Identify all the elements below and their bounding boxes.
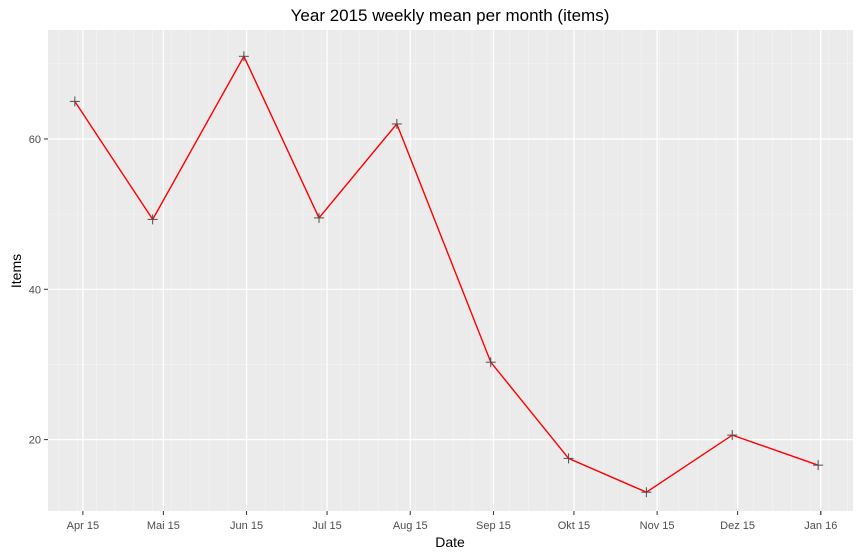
x-tick-label: Apr 15 [67, 520, 99, 532]
data-point [147, 214, 158, 225]
x-tick-label: Nov 15 [640, 520, 675, 532]
data-point [314, 212, 325, 223]
x-tick-label: Jun 15 [230, 520, 263, 532]
x-tick-label: Mai 15 [147, 520, 180, 532]
series-line [74, 54, 819, 493]
x-tick-label: Sep 15 [476, 520, 511, 532]
y-tick-label: 40 [29, 284, 41, 296]
grid-lines [48, 30, 853, 511]
data-point [813, 460, 824, 471]
x-tick-label: Jan 16 [804, 520, 837, 532]
y-axis: 20 40 60 [29, 134, 48, 447]
data-point [563, 453, 574, 464]
y-tick-label: 60 [29, 134, 41, 146]
x-axis-title: Date [435, 534, 465, 550]
chart-title: Year 2015 weekly mean per month (items) [291, 6, 610, 25]
data-point [391, 118, 402, 129]
series-layer [69, 51, 824, 498]
data-point [641, 487, 652, 498]
data-point [238, 51, 249, 62]
data-point [485, 357, 496, 368]
data-point [727, 430, 738, 441]
x-axis: Apr 15 Mai 15 Jun 15 Jul 15 Aug 15 Sep 15 Okt … [67, 511, 837, 532]
x-tick-label: Jul 15 [312, 520, 341, 532]
y-axis-title: Items [8, 254, 24, 288]
y-tick-label: 20 [29, 435, 41, 447]
plot-panel [48, 30, 853, 511]
x-tick-label: Aug 15 [393, 520, 428, 532]
data-point [69, 96, 80, 107]
x-tick-label: Dez 15 [720, 520, 755, 532]
x-tick-label: Okt 15 [558, 520, 590, 532]
